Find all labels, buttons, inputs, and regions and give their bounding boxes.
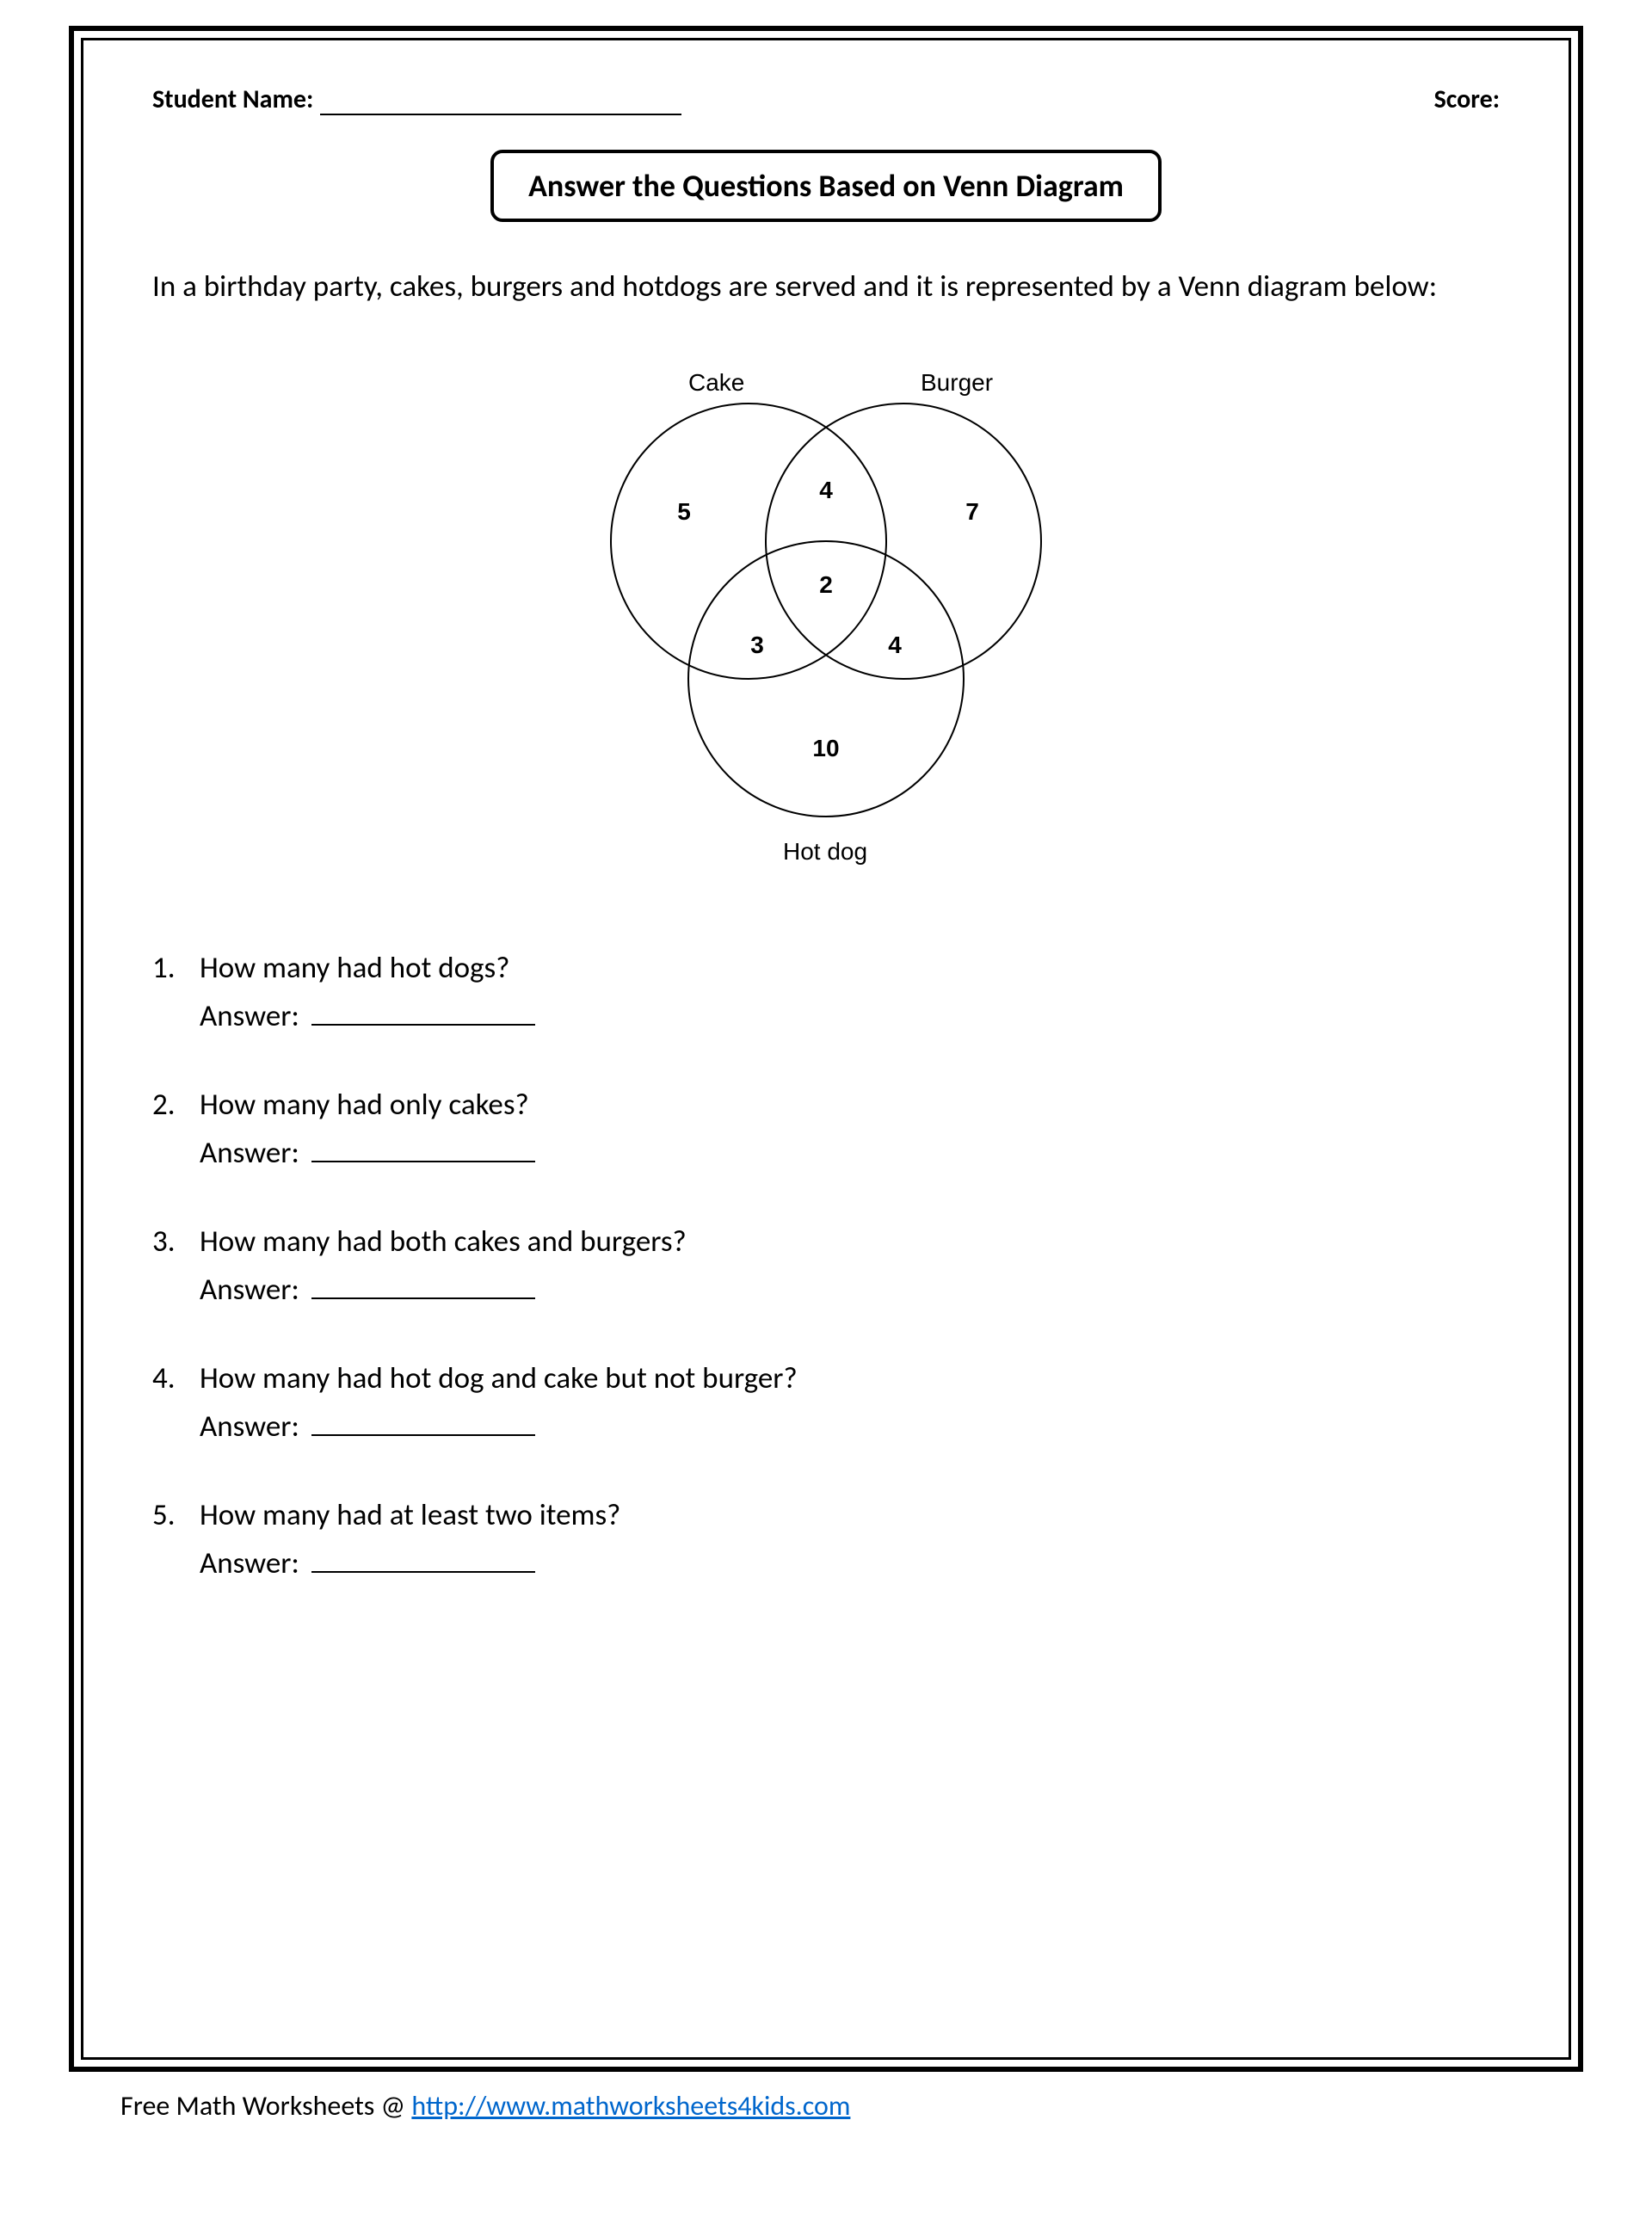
worksheet-inner-border: Student Name: Score: Answer the Question…	[81, 38, 1571, 2060]
venn-circle-a	[611, 404, 886, 679]
venn-label-a: Cake	[688, 369, 744, 396]
question-item: 1. How many had hot dogs? Answer:	[152, 946, 1500, 1039]
question-item: 4. How many had hot dog and cake but not…	[152, 1356, 1500, 1450]
answer-row: Answer:	[200, 1541, 1500, 1587]
answer-row: Answer:	[200, 994, 1500, 1039]
venn-label-b: Burger	[921, 369, 993, 396]
answer-label: Answer:	[200, 1545, 299, 1581]
answer-blank[interactable]	[311, 1161, 535, 1162]
score-label: Score:	[1434, 83, 1500, 115]
question-item: 5. How many had at least two items? Answ…	[152, 1493, 1500, 1587]
venn-value-bc: 4	[888, 632, 902, 658]
venn-value-a-only: 5	[677, 498, 691, 525]
question-text: How many had at least two items?	[200, 1493, 1500, 1538]
answer-blank[interactable]	[311, 1024, 535, 1026]
venn-value-abc: 2	[819, 571, 833, 598]
question-number: 5.	[152, 1493, 200, 1587]
venn-value-ab: 4	[819, 477, 833, 503]
question-number: 4.	[152, 1356, 200, 1450]
venn-value-c-only: 10	[812, 735, 839, 761]
answer-label: Answer:	[200, 1408, 299, 1445]
question-item: 2. How many had only cakes? Answer:	[152, 1082, 1500, 1176]
question-text: How many had only cakes?	[200, 1082, 1500, 1128]
question-number: 3.	[152, 1219, 200, 1313]
footer-text: Free Math Worksheets @	[120, 2089, 411, 2123]
answer-row: Answer:	[200, 1131, 1500, 1176]
venn-diagram: Cake Burger Hot dog 5 7 10 4 3 4 2	[152, 352, 1500, 885]
question-text: How many had both cakes and burgers?	[200, 1219, 1500, 1265]
answer-blank[interactable]	[311, 1297, 535, 1299]
answer-row: Answer:	[200, 1267, 1500, 1313]
answer-label: Answer:	[200, 1135, 299, 1171]
venn-value-b-only: 7	[965, 498, 979, 525]
footer-link[interactable]: http://www.mathworksheets4kids.com	[411, 2089, 850, 2123]
venn-value-ac: 3	[750, 632, 764, 658]
questions-list: 1. How many had hot dogs? Answer: 2. How…	[152, 946, 1500, 1587]
question-number: 1.	[152, 946, 200, 1039]
header-row: Student Name: Score:	[152, 83, 1500, 115]
footer: Free Math Worksheets @ http://www.mathwo…	[69, 2089, 1583, 2123]
intro-text: In a birthday party, cakes, burgers and …	[152, 265, 1500, 309]
answer-blank[interactable]	[311, 1571, 535, 1573]
answer-label: Answer:	[200, 998, 299, 1034]
worksheet-outer-border: Student Name: Score: Answer the Question…	[69, 26, 1583, 2072]
student-name-blank[interactable]	[320, 114, 681, 115]
question-text: How many had hot dog and cake but not bu…	[200, 1356, 1500, 1402]
question-text: How many had hot dogs?	[200, 946, 1500, 991]
venn-label-c: Hot dog	[783, 838, 867, 865]
answer-blank[interactable]	[311, 1434, 535, 1436]
question-item: 3. How many had both cakes and burgers? …	[152, 1219, 1500, 1313]
student-name-label: Student Name:	[152, 83, 313, 115]
question-number: 2.	[152, 1082, 200, 1176]
worksheet-title: Answer the Questions Based on Venn Diagr…	[490, 150, 1162, 222]
answer-label: Answer:	[200, 1272, 299, 1308]
student-name-field: Student Name:	[152, 83, 681, 115]
venn-circle-b	[766, 404, 1041, 679]
answer-row: Answer:	[200, 1404, 1500, 1450]
